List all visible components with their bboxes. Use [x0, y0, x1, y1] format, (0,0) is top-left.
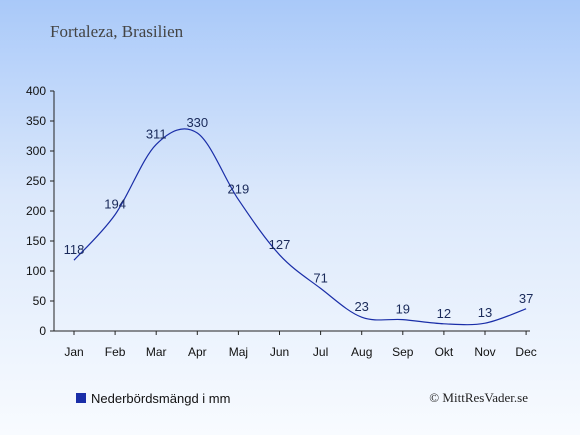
x-tick-label: Okt: [435, 345, 454, 359]
y-tick-label: 100: [26, 264, 46, 278]
data-label: 12: [437, 306, 451, 321]
data-labels: 118 194 311 330 219 127 71 23 19 12 13 37: [64, 115, 534, 321]
x-tick-label: Dec: [515, 345, 536, 359]
y-tick-label: 350: [26, 114, 46, 128]
x-tick-label: Sep: [392, 345, 414, 359]
data-label: 219: [228, 182, 250, 197]
y-tick-label: 150: [26, 234, 46, 248]
x-tick-label: Jul: [313, 345, 328, 359]
data-label: 127: [269, 237, 291, 252]
data-label: 311: [146, 126, 167, 141]
y-tick-label: 50: [33, 294, 47, 308]
x-tick-label: Jun: [270, 345, 289, 359]
x-tick-label: Feb: [105, 345, 126, 359]
data-label: 13: [478, 305, 492, 320]
credit-text: © MittResVader.se: [429, 390, 528, 405]
axes: 0 50 100 150 200 250 300 350 400 Jan Feb Mar Apr Maj J…: [26, 84, 537, 359]
x-tick-label: Mar: [146, 345, 167, 359]
x-tick-label: Jan: [64, 345, 83, 359]
data-label: 37: [519, 291, 533, 306]
x-tick-label: Apr: [188, 345, 207, 359]
x-tick-label: Nov: [474, 345, 495, 359]
data-label: 71: [313, 270, 327, 285]
x-tick-label: Maj: [229, 345, 248, 359]
series-layer: [73, 128, 527, 326]
data-label: 19: [396, 302, 410, 317]
y-tick-label: 200: [26, 204, 46, 218]
legend-label: Nederbördsmängd i mm: [91, 391, 230, 406]
y-tick-label: 250: [26, 174, 46, 188]
x-tick-label: Aug: [351, 345, 372, 359]
data-label: 23: [354, 299, 368, 314]
chart-title: Fortaleza, Brasilien: [50, 22, 184, 41]
data-label: 330: [186, 115, 208, 130]
data-label: 118: [64, 242, 85, 257]
legend-swatch: [76, 393, 86, 403]
y-tick-label: 0: [39, 324, 46, 338]
series-line: [73, 128, 527, 326]
y-tick-label: 400: [26, 84, 46, 98]
data-label: 194: [104, 197, 126, 212]
y-tick-label: 300: [26, 144, 46, 158]
